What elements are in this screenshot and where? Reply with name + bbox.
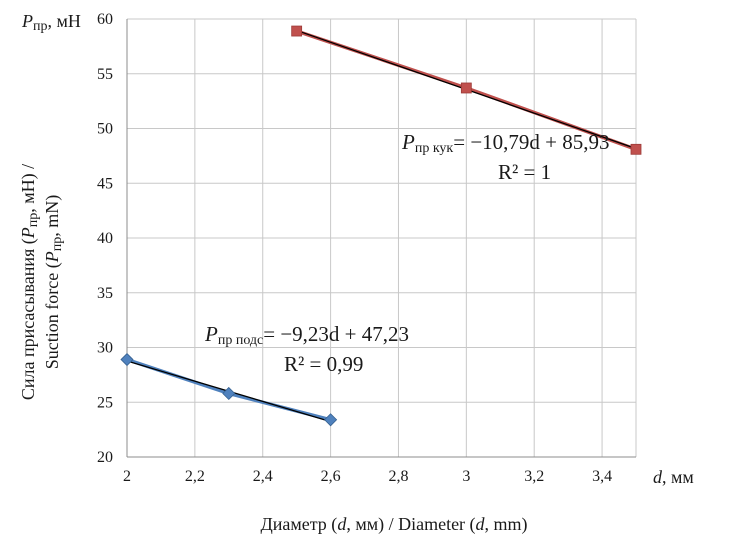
series-0 xyxy=(291,25,642,155)
trendline-equation-kuk: Pпр кук= −10,79d + 85,93 R² = 1 xyxy=(401,130,610,184)
grid xyxy=(126,18,637,458)
y-tick-label: 25 xyxy=(97,394,113,411)
svg-text:Pпр кук= −10,79d + 85,93: Pпр кук= −10,79d + 85,93 xyxy=(401,130,610,156)
data-point xyxy=(291,25,303,37)
y-unit-label: Pпр, мН xyxy=(21,11,81,34)
y-tick-label: 35 xyxy=(97,285,113,302)
y-tick-label: 60 xyxy=(97,11,113,28)
x-tick-label: 2 xyxy=(123,468,131,485)
data-point xyxy=(630,143,642,155)
data-point xyxy=(324,413,338,427)
y-tick-label: 55 xyxy=(97,66,113,83)
data-point xyxy=(222,386,236,401)
x-tick-label: 2,4 xyxy=(253,468,273,485)
x-tick-label: 3 xyxy=(462,468,470,485)
y-tick-label: 40 xyxy=(97,230,113,247)
y-axis-title-line1: Сила присасывания (Pпр, мН) / xyxy=(18,164,41,400)
x-tick-label: 3,4 xyxy=(592,468,612,485)
r2-label-pods: R² = 0,99 xyxy=(284,352,363,376)
r2-label-kuk: R² = 1 xyxy=(498,160,551,184)
y-tick-label: 45 xyxy=(97,175,113,192)
x-tick-label: 2,6 xyxy=(321,468,341,485)
y-axis-title-line2: Suction force (Pпр, mN) xyxy=(42,195,65,369)
axes xyxy=(126,19,636,458)
y-tick-label: 50 xyxy=(97,121,113,138)
x-tick-label: 2,2 xyxy=(185,468,205,485)
x-tick-label: 3,2 xyxy=(524,468,544,485)
svg-text:Pпр подс= −9,23d + 47,23: Pпр подс= −9,23d + 47,23 xyxy=(204,322,409,348)
y-tick-label: 30 xyxy=(97,340,113,357)
y-tick-label: 20 xyxy=(97,449,113,466)
x-unit-label: d, мм xyxy=(653,467,694,487)
trendline-equation-pods: Pпр подс= −9,23d + 47,23 R² = 0,99 xyxy=(204,322,409,376)
x-tick-label: 2,8 xyxy=(388,468,408,485)
tick-labels: 2 2,2 2,4 2,6 2,8 3 3,2 3,4 20 25 30 35 40 45 50 55 60 xyxy=(97,11,612,485)
data-point xyxy=(120,352,134,367)
x-axis-title: Диаметр (d, мм) / Diameter (d, mm) xyxy=(260,514,527,535)
series-1 xyxy=(120,352,338,427)
data-point xyxy=(460,82,472,94)
series xyxy=(120,25,642,427)
